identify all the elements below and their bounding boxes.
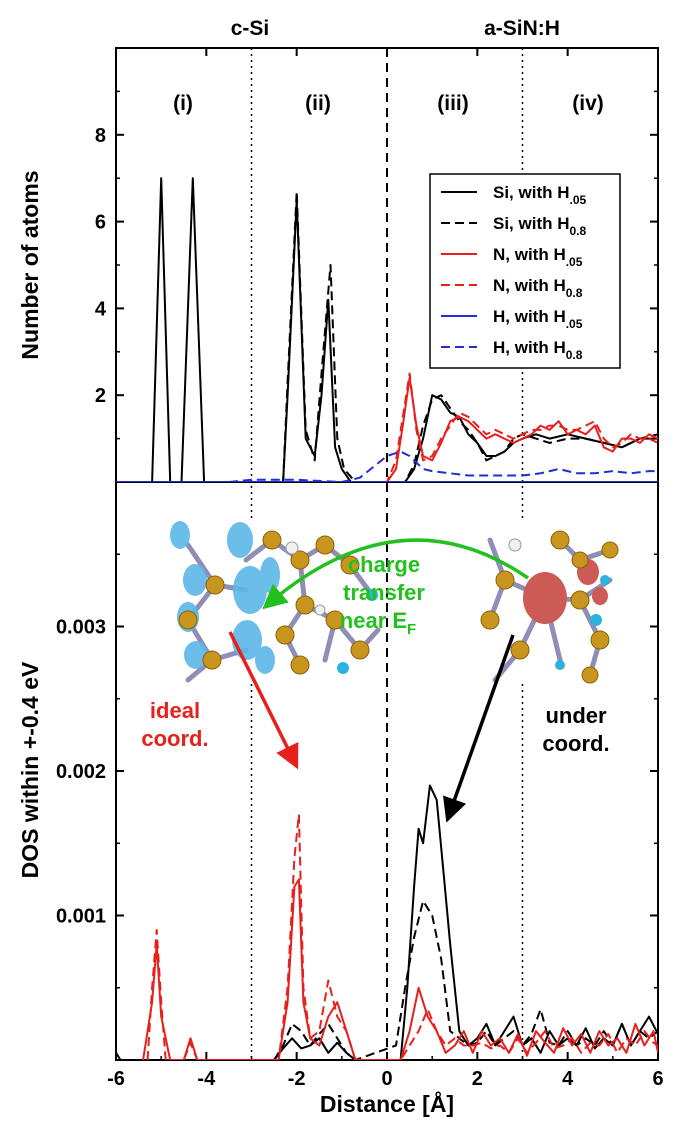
legend: Si, with H.05 Si, with H0.8 N, with H.05 N,… [429, 173, 621, 369]
top-series-h-h08 [228, 450, 658, 482]
bottom-y-axis-label: DOS within +-0.4 eV [17, 661, 43, 878]
bottom-x-tick-label: 4 [562, 1068, 574, 1090]
ideal-coord-label: ideal coord. [141, 698, 208, 751]
bottom-x-tick-label: 6 [652, 1068, 663, 1090]
svg-text:under: under [545, 703, 607, 728]
bottom-y-tick-label: 0.001 [56, 906, 106, 928]
legend-label: Si, with H.05 [493, 183, 587, 207]
legend-label: H, with H0.8 [493, 338, 583, 362]
legend-label: N, with H.05 [493, 245, 583, 269]
a-sinh-structure-inset [473, 520, 619, 684]
svg-text:charge: charge [348, 552, 420, 577]
charge-transfer-label: charge transfer near EF [340, 552, 426, 638]
svg-text:ideal: ideal [150, 698, 200, 723]
legend-box [429, 173, 621, 369]
bottom-y-tick-label: 0.002 [56, 761, 106, 783]
header-a-sinh: a-SiN:H [484, 17, 560, 40]
bottom-x-tick-label: 0 [381, 1068, 392, 1090]
top-plot-series [116, 177, 658, 482]
bottom-x-tick-label: -6 [107, 1068, 125, 1090]
legend-label: Si, with H0.8 [493, 214, 587, 238]
top-y-tick-label: 8 [95, 125, 106, 147]
under-coord-arrow [443, 634, 515, 823]
svg-text:near EF: near EF [340, 608, 416, 638]
legend-label: N, with H0.8 [493, 276, 583, 300]
bottom-series-n-h05 [142, 878, 658, 1060]
legend-label: H, with H.05 [493, 307, 583, 331]
top-y-tick-label: 6 [95, 212, 106, 234]
region-label-iv: (iv) [572, 92, 604, 115]
svg-text:transfer: transfer [343, 580, 425, 605]
top-y-tick-label: 2 [95, 385, 106, 407]
bottom-plot-series [116, 784, 658, 1060]
bottom-axis-ticks: 0.001 0.002 0.003 -6 -4 -2 0 2 4 6 [56, 553, 664, 1090]
under-coord-label: under coord. [542, 703, 609, 756]
top-y-axis-label: Number of atoms [17, 170, 43, 359]
top-y-axis-ticks: 2 4 6 8 [95, 48, 659, 440]
top-series-n-h08 [341, 372, 658, 482]
bottom-x-tick-label: -2 [288, 1068, 306, 1090]
region-label-iii: (iii) [437, 92, 469, 115]
ideal-coord-arrow [228, 631, 299, 770]
charge-transfer-arrow [262, 538, 529, 610]
bottom-series-n-h08 [146, 813, 658, 1060]
svg-text:coord.: coord. [141, 726, 208, 751]
bottom-series-si-h08 [273, 900, 658, 1060]
header-c-si: c-Si [231, 17, 270, 40]
region-label-ii: (ii) [305, 92, 331, 115]
bottom-y-tick-label: 0.003 [56, 617, 106, 639]
bottom-x-tick-label: -4 [197, 1068, 216, 1090]
top-series-n-h05 [341, 376, 658, 482]
bottom-x-tick-label: 2 [472, 1068, 483, 1090]
top-series-si-h08 [282, 190, 658, 482]
svg-text:coord.: coord. [542, 731, 609, 756]
top-y-tick-label: 4 [95, 298, 107, 320]
x-axis-label: Distance [Å] [320, 1090, 454, 1117]
region-label-i: (i) [173, 92, 193, 115]
